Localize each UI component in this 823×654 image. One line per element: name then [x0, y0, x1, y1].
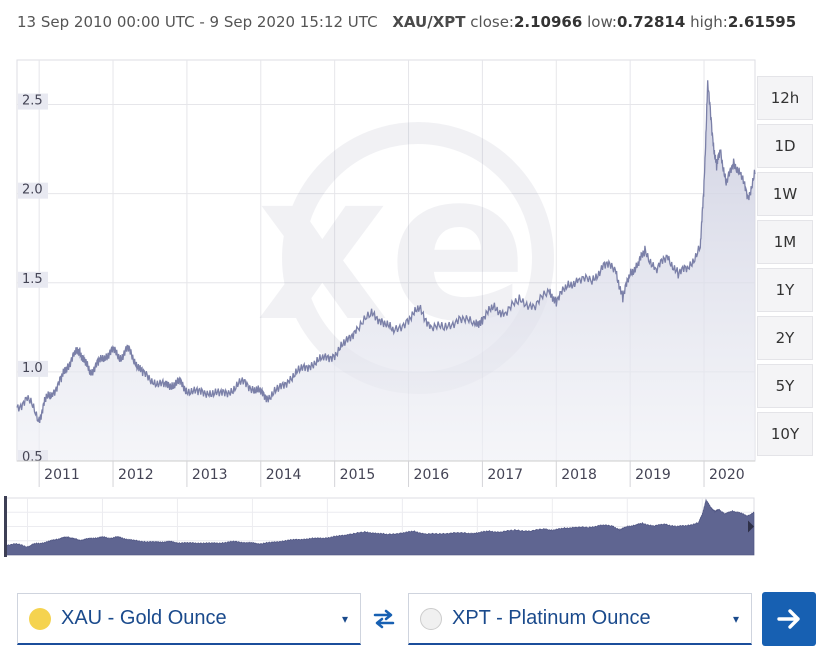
to-currency-select[interactable]: XPT - Platinum Ounce ▾	[408, 593, 752, 645]
x-tick-label: 2014	[266, 467, 302, 483]
range-button-12h[interactable]: 12h	[757, 76, 813, 120]
navigator-area	[4, 498, 755, 556]
y-tick-label: 2.0	[22, 183, 43, 198]
navigator-handle-right	[748, 520, 754, 533]
high-label: high:	[690, 13, 728, 31]
y-tick-label: 1.0	[22, 361, 43, 376]
x-tick-label: 2013	[192, 467, 228, 483]
low-label: low:	[587, 13, 617, 31]
range-button-1m[interactable]: 1M	[757, 220, 813, 264]
y-tick-label: 2.5	[22, 94, 43, 109]
y-tick-label-bg	[18, 271, 48, 288]
y-tick-label-bg	[18, 360, 48, 377]
range-button-5y[interactable]: 5Y	[757, 364, 813, 408]
high-value: 2.61595	[727, 13, 797, 31]
x-tick-label: 2015	[340, 467, 376, 483]
close-value: 2.10966	[513, 13, 583, 31]
platinum-flag-icon	[420, 607, 442, 630]
from-currency-select[interactable]: XAU - Gold Ounce ▾	[17, 593, 361, 645]
gold-flag-icon	[29, 607, 51, 630]
x-tick-label: 2020	[709, 467, 745, 483]
x-tick-label: 2017	[487, 467, 523, 483]
to-currency-label: XPT - Platinum Ounce	[452, 607, 651, 629]
y-tick-label-bg	[18, 93, 48, 110]
range-button-1y[interactable]: 1Y	[757, 268, 813, 312]
chevron-down-icon: ▾	[341, 611, 348, 626]
arrow-right-icon	[777, 609, 800, 629]
low-value: 0.72814	[616, 13, 686, 31]
range-button-2y[interactable]: 2Y	[757, 316, 813, 360]
series-area	[17, 80, 755, 462]
currency-pair: XAU/XPT	[392, 13, 466, 31]
y-tick-label-bg	[18, 182, 48, 199]
chevron-down-icon: ▾	[732, 611, 739, 626]
range-button-1w[interactable]: 1W	[757, 172, 813, 216]
chart-summary: 13 Sep 2010 00:00 UTC - 9 Sep 2020 15:12…	[17, 13, 796, 31]
x-axis-band	[17, 461, 755, 487]
x-tick-label: 2016	[414, 467, 450, 483]
x-tick-label: 2018	[561, 467, 597, 483]
convert-button[interactable]	[762, 592, 816, 646]
series-line	[16, 80, 756, 423]
y-tick-label: 1.5	[22, 272, 43, 287]
swap-arrows-icon	[373, 609, 395, 629]
navigator-handle-left	[4, 496, 7, 557]
swap-button[interactable]	[369, 604, 399, 634]
from-currency-label: XAU - Gold Ounce	[61, 607, 227, 629]
range-button-1d[interactable]: 1D	[757, 124, 813, 168]
date-range: 13 Sep 2010 00:00 UTC - 9 Sep 2020 15:12…	[17, 13, 378, 31]
x-tick-label: 2019	[635, 467, 671, 483]
x-tick-label: 2011	[44, 467, 80, 483]
range-button-10y[interactable]: 10Y	[757, 412, 813, 456]
close-label: close:	[470, 13, 514, 31]
x-tick-label: 2012	[118, 467, 154, 483]
navigator-chart[interactable]	[0, 0, 823, 570]
